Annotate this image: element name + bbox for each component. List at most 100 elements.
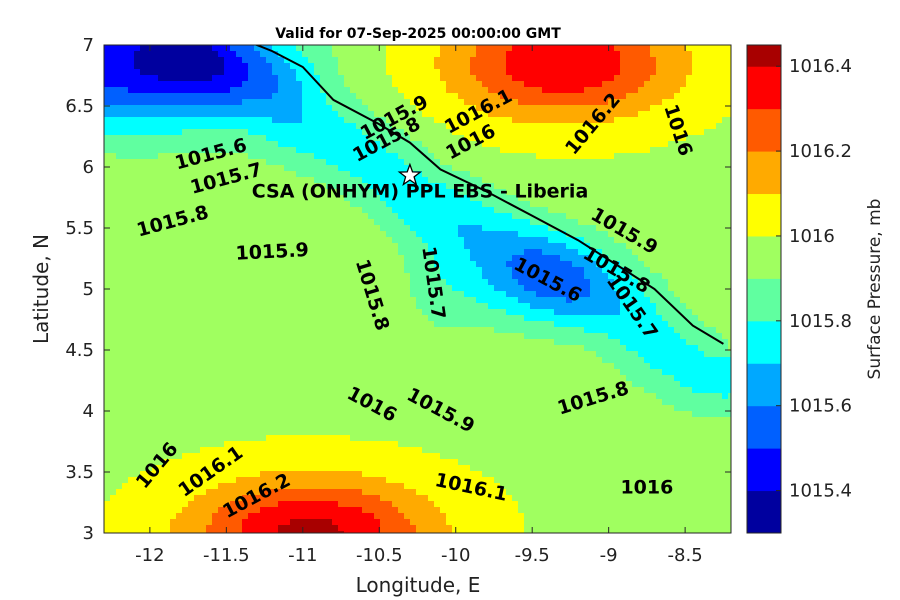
- field-cell: [116, 111, 123, 118]
- field-cell: [434, 321, 441, 328]
- field-cell: [476, 81, 483, 88]
- field-cell: [158, 225, 165, 232]
- field-cell: [512, 153, 519, 160]
- field-cell: [536, 117, 543, 124]
- field-cell: [188, 129, 195, 136]
- field-cell: [302, 309, 309, 316]
- field-cell: [506, 267, 513, 274]
- field-cell: [338, 165, 345, 172]
- field-cell: [452, 225, 459, 232]
- field-cell: [728, 135, 731, 142]
- field-cell: [476, 87, 483, 94]
- field-cell: [614, 183, 621, 190]
- field-cell: [692, 75, 699, 82]
- field-cell: [716, 129, 723, 136]
- field-cell: [536, 45, 543, 52]
- field-cell: [620, 63, 627, 70]
- field-cell: [236, 189, 243, 196]
- field-cell: [512, 81, 519, 88]
- field-cell: [554, 51, 561, 58]
- field-cell: [452, 315, 459, 322]
- field-cell: [530, 111, 537, 118]
- field-cell: [260, 291, 267, 298]
- field-cell: [308, 279, 315, 286]
- field-cell: [644, 297, 651, 304]
- field-cell: [242, 69, 249, 76]
- field-cell: [716, 237, 723, 244]
- field-cell: [248, 273, 255, 280]
- field-cell: [164, 93, 171, 100]
- field-cell: [518, 195, 525, 202]
- field-cell: [452, 189, 459, 196]
- field-cell: [632, 285, 639, 292]
- field-cell: [428, 255, 435, 262]
- field-cell: [518, 93, 525, 100]
- field-cell: [296, 177, 303, 184]
- field-cell: [488, 315, 495, 322]
- field-cell: [392, 249, 399, 256]
- field-cell: [320, 183, 327, 190]
- field-cell: [278, 321, 285, 328]
- field-cell: [242, 159, 249, 166]
- field-cell: [128, 51, 135, 58]
- field-cell: [248, 195, 255, 202]
- field-cell: [614, 63, 621, 70]
- field-cell: [278, 219, 285, 226]
- field-cell: [506, 207, 513, 214]
- field-cell: [158, 195, 165, 202]
- field-cell: [650, 303, 657, 310]
- field-cell: [482, 171, 489, 178]
- field-cell: [404, 321, 411, 328]
- field-cell: [116, 219, 123, 226]
- field-cell: [542, 63, 549, 70]
- field-cell: [182, 183, 189, 190]
- field-cell: [428, 99, 435, 106]
- field-cell: [212, 57, 219, 64]
- field-cell: [650, 165, 657, 172]
- field-cell: [110, 237, 117, 244]
- field-cell: [374, 153, 381, 160]
- field-cell: [284, 207, 291, 214]
- field-cell: [224, 207, 231, 214]
- field-cell: [308, 267, 315, 274]
- field-cell: [104, 183, 111, 190]
- field-cell: [230, 285, 237, 292]
- field-cell: [308, 153, 315, 160]
- field-cell: [170, 177, 177, 184]
- field-cell: [440, 273, 447, 280]
- field-cell: [710, 135, 717, 142]
- field-cell: [332, 171, 339, 178]
- field-cell: [566, 153, 573, 160]
- field-cell: [122, 321, 129, 328]
- field-cell: [290, 87, 297, 94]
- field-cell: [716, 123, 723, 130]
- field-cell: [206, 231, 213, 238]
- field-cell: [524, 123, 531, 130]
- field-cell: [494, 183, 501, 190]
- field-cell: [644, 51, 651, 58]
- field-cell: [446, 213, 453, 220]
- field-cell: [164, 45, 171, 52]
- field-cell: [410, 261, 417, 268]
- field-cell: [614, 111, 621, 118]
- field-cell: [566, 309, 573, 316]
- field-cell: [686, 123, 693, 130]
- field-cell: [110, 255, 117, 262]
- field-cell: [494, 147, 501, 154]
- field-cell: [392, 153, 399, 160]
- field-cell: [128, 309, 135, 316]
- field-cell: [170, 183, 177, 190]
- field-cell: [410, 291, 417, 298]
- field-cell: [362, 267, 369, 274]
- field-cell: [116, 327, 123, 334]
- field-cell: [176, 153, 183, 160]
- field-cell: [680, 195, 687, 202]
- field-cell: [308, 63, 315, 70]
- field-cell: [608, 255, 615, 262]
- field-cell: [164, 183, 171, 190]
- field-cell: [512, 279, 519, 286]
- field-cell: [650, 261, 657, 268]
- field-cell: [254, 249, 261, 256]
- field-cell: [278, 261, 285, 268]
- field-cell: [440, 327, 447, 334]
